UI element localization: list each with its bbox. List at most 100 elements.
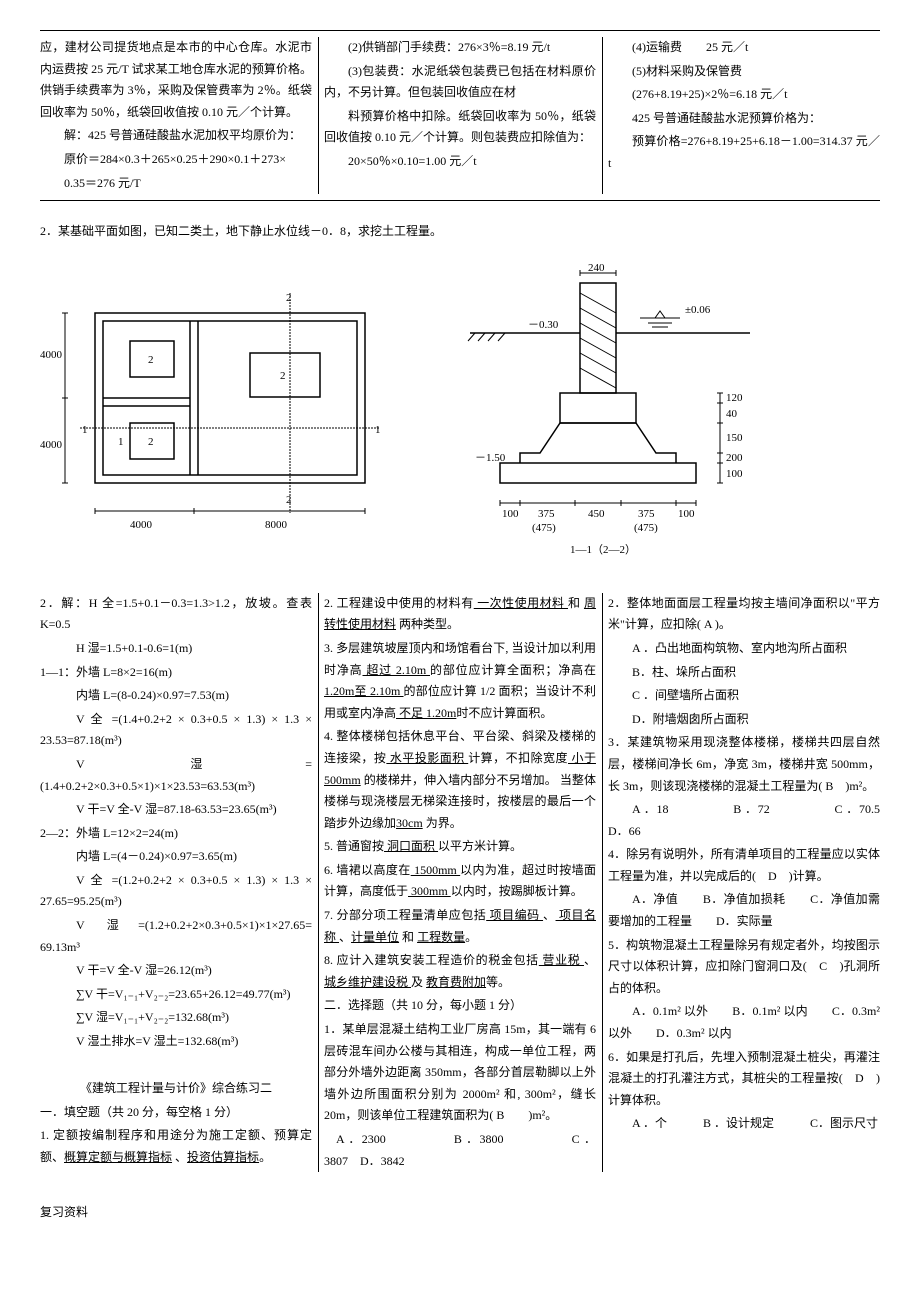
f4b: 计算，不扣除宽度 (468, 751, 568, 765)
p10: (5)材料采购及保管费 (608, 61, 880, 83)
d375a: 375 (538, 508, 555, 520)
f6a: 6. 墙裙以高度在 (324, 863, 411, 877)
f1: 1. 定额按编制程序和用途分为施工定额、预算定额、概算定额与概算指标 、投资估算… (40, 1125, 312, 1168)
f5u1: 洞口面积 (384, 839, 438, 853)
f7: 7. 分部分项工程量清单应包括 项目编码 、 项目名称 、计量单位 和 工程数量… (324, 905, 596, 948)
d100c: 100 (678, 508, 695, 520)
f7u1: 项目编码 (486, 908, 543, 922)
svg-text:2: 2 (148, 354, 154, 366)
dim-4000-b: 4000 (130, 519, 153, 531)
f3: 3. 多层建筑坡屋顶内和场馆看台下, 当设计加以利用时净高 超过 2.10m 的… (324, 638, 596, 724)
footer: 复习资料 (40, 1202, 880, 1224)
p6: (3)包装费：水泥纸袋包装费已包括在材料原价内，不另计算。但包装回收值应在材 (324, 61, 596, 104)
p2: 解：425 号普通硅酸盐水泥加权平均原价为： (40, 125, 312, 147)
f2u1: 一次性使用材料 (474, 596, 568, 610)
fill-title: 一．填空题（共 20 分，每空格 1 分） (40, 1102, 312, 1124)
f8u1: 营业税 (539, 953, 584, 967)
p9: (4)运输费 25 元／t (608, 37, 880, 59)
svg-text:2: 2 (286, 494, 292, 506)
f7u4: 工程数量 (417, 930, 465, 944)
c5: 5．构筑物混凝土工程量除另有规定者外，均按图示尺寸以体积计算，应扣除门窗洞口及(… (608, 935, 880, 1000)
d40: 40 (726, 408, 738, 420)
sol7: V 干=V 全-V 湿=87.18-63.53=23.65(m³) (40, 799, 312, 821)
sol2: H 湿=1.5+0.1-0.6=1(m) (40, 638, 312, 660)
d475b: (475) (634, 522, 658, 534)
f7a: 7. 分部分项工程量清单应包括 (324, 908, 486, 922)
f8u2: 城乡维护建设税 (324, 975, 411, 989)
sol3: 1—1：外墙 L=8×2=16(m) (40, 662, 312, 684)
p1: 应，建材公司提货地点是本市的中心仓库。水泥市内运费按 25 元/T 试求某工地仓… (40, 37, 312, 123)
svg-text:1: 1 (82, 424, 88, 436)
svg-text:2: 2 (280, 370, 286, 382)
sol5: V 全 =(1.4+0.2+2 × 0.3+0.5 × 1.3) × 1.3 ×… (40, 709, 312, 752)
f8: 8. 应计入建筑安装工程造价的税金包括 营业税 、 城乡维护建设税 及 教育费附… (324, 950, 596, 993)
f8m2: 及 (411, 975, 426, 989)
f1m: 、 (172, 1150, 187, 1164)
d200: 200 (726, 452, 743, 464)
title2: 《建筑工程计量与计价》综合练习二 (40, 1078, 312, 1100)
d240: 240 (588, 263, 605, 274)
c6o: A ．个 B ．设计规定 C．图示尺寸 (608, 1113, 880, 1135)
f1u1: 概算定额与概算指标 (64, 1150, 172, 1164)
d450: 450 (588, 508, 605, 520)
diagrams-row: 4000 4000 4000 8000 11 22 22 12 (40, 263, 880, 563)
d100b: 100 (502, 508, 519, 520)
d150: －1.50 (475, 452, 506, 464)
c2: 2．整体地面面层工程量均按主墙间净面积以"平方米"计算，应扣除( A )。 (608, 593, 880, 636)
sol4: 内墙 L=(8-0.24)×0.97=7.53(m) (40, 685, 312, 707)
f8m1: 、 (584, 953, 596, 967)
bottom-block: 2．解：H 全=1.5+0.1－0.3=1.3>1.2，放坡。查表 K=0.5 … (40, 593, 880, 1172)
d150b: 150 (726, 432, 743, 444)
f2a: 2. 工程建设中使用的材料有 (324, 596, 474, 610)
c2d: D．附墙烟囱所占面积 (608, 709, 880, 731)
d375b: 375 (638, 508, 655, 520)
sol1: 2．解：H 全=1.5+0.1－0.3=1.3>1.2，放坡。查表 K=0.5 (40, 593, 312, 636)
c5o: A．0.1m² 以外 B．0.1m² 以内 C．0.3m² 以外 D．0.3m²… (608, 1001, 880, 1044)
section-diagram: 240 ±0.06 －0.30 －1.50 120 40 150 200 100… (420, 263, 800, 563)
c4o: A．净值 B．净值加损耗 C．净值加需要增加的工程量 D．实际量 (608, 889, 880, 932)
f4d: 为界。 (423, 816, 462, 830)
f5: 5. 普通窗按 洞口面积 以平方米计算。 (324, 836, 596, 858)
svg-text:1: 1 (375, 424, 381, 436)
sol14: ∑V 湿=V₁₋₁+V₂₋₂=132.68(m³) (40, 1007, 312, 1029)
f3d: 时不应计算面积。 (456, 706, 552, 720)
d120: 120 (726, 392, 743, 404)
sol8: 2—2：外墙 L=12×2=24(m) (40, 823, 312, 845)
p4: 0.35＝276 元/T (40, 173, 312, 195)
c4: 4．除另有说明外，所有清单项目的工程量应以实体工程量为准，并以完成后的( D )… (608, 844, 880, 887)
f7m2: 、 (339, 930, 351, 944)
f3b: 的部位应计算全面积；净高在 (430, 663, 596, 677)
f7u3: 计量单位 (351, 930, 399, 944)
f8e: 等。 (486, 975, 510, 989)
f1u2: 投资估算指标 (187, 1150, 259, 1164)
sol11: V 湿=(1.2+0.2+2×0.3+0.5×1)×1×27.65= 69.13… (40, 915, 312, 958)
d006: ±0.06 (685, 304, 711, 316)
c6: 6．如果是打孔后，先埋入预制混凝土桩尖，再灌注混凝土的打孔灌注方式，其桩尖的工程… (608, 1047, 880, 1112)
d100a: 100 (726, 468, 743, 480)
f2e: 两种类型。 (396, 617, 459, 631)
dim-4000-lt: 4000 (40, 349, 63, 361)
f2m: 和 (568, 596, 584, 610)
f3u2: 1.20m至 2.10m (324, 684, 404, 698)
f4u1: 水平投影面积 (386, 751, 468, 765)
section-label: 1—1（2—2） (570, 543, 636, 556)
p8: 20×50％×0.10=1.00 元／t (324, 151, 596, 173)
sol9: 内墙 L=(4－0.24)×0.97=3.65(m) (40, 846, 312, 868)
dim-8000-b: 8000 (265, 519, 288, 531)
f8a: 8. 应计入建筑安装工程造价的税金包括 (324, 953, 539, 967)
c1o: A ．2300 B ．3800 C ．3807 D．3842 (324, 1129, 596, 1172)
f6: 6. 墙裙以高度在 1500mm 以内为准，超过时按墙面计算，高度低于 300m… (324, 860, 596, 903)
sol13: ∑V 干=V₁₋₁+V₂₋₂=23.65+26.12=49.77(m³) (40, 984, 312, 1006)
sol10: V 全 =(1.2+0.2+2 × 0.3+0.5 × 1.3) × 1.3 ×… (40, 870, 312, 913)
dim-4000-lb: 4000 (40, 439, 63, 451)
p7: 料预算价格中扣除。纸袋回收率为 50％，纸袋回收值按 0.10 元／个计算。则包… (324, 106, 596, 149)
top-block: 应，建材公司提货地点是本市的中心仓库。水泥市内运费按 25 元/T 试求某工地仓… (40, 30, 880, 201)
plan-diagram: 4000 4000 4000 8000 11 22 22 12 (40, 283, 390, 543)
f7e: 。 (465, 930, 477, 944)
c2b: B．柱、垛所占面积 (608, 662, 880, 684)
c3: 3．某建筑物采用现浇整体楼梯，楼梯共四层自然层，楼梯间净长 6m，净宽 3m，楼… (608, 732, 880, 797)
sol12: V 干=V 全-V 湿=26.12(m³) (40, 960, 312, 982)
f1e: 。 (259, 1150, 271, 1164)
d030: －0.30 (528, 319, 559, 331)
p13: 预算价格=276+8.19+25+6.18－1.00=314.37 元／t (608, 131, 880, 174)
